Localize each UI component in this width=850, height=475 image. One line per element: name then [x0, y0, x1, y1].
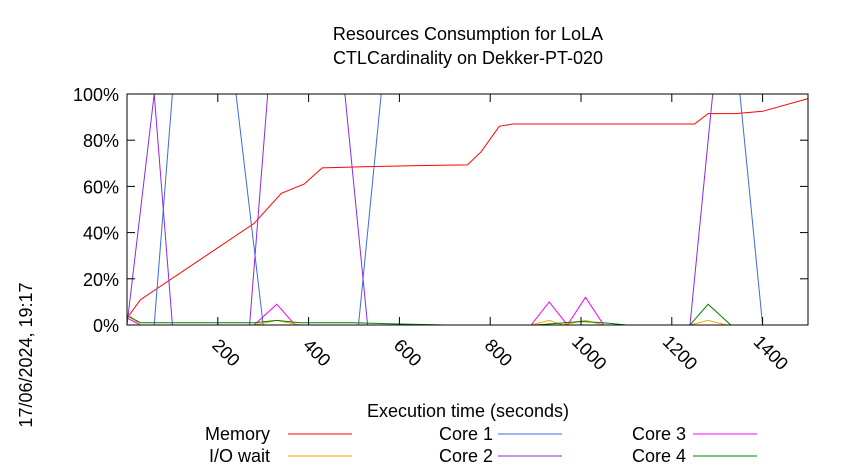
chart-title: Resources Consumption for LoLA CTLCardin… — [333, 24, 603, 68]
legend-label-core-1: Core 1 — [439, 424, 493, 444]
y-tick-label: 60% — [83, 177, 119, 197]
y-tick-label: 80% — [83, 131, 119, 151]
x-tick-label: 1200 — [659, 332, 701, 374]
timestamp-label: 17/06/2024, 19:17 — [16, 282, 36, 427]
series-layer — [126, 93, 809, 326]
legend-label-core-3: Core 3 — [632, 424, 686, 444]
y-tick-label: 0% — [93, 316, 119, 336]
chart-title-line-1: Resources Consumption for LoLA — [333, 24, 603, 44]
x-tick-label: 1000 — [568, 332, 610, 374]
y-tick-label: 100% — [73, 85, 119, 105]
series-line-core-1 — [127, 93, 764, 326]
series-line-core-2 — [126, 93, 808, 326]
legend-label-i-o-wait: I/O wait — [209, 446, 270, 466]
y-tick-label: 20% — [83, 270, 119, 290]
legend-label-memory: Memory — [205, 424, 270, 444]
axes: 0% 20% 40% 60% 80% 100% 200 400 600 800 1000 1200 14… — [73, 85, 809, 374]
series-line-memory — [126, 98, 809, 319]
x-tick-label: 200 — [208, 335, 243, 370]
x-tick-label: 1400 — [750, 332, 792, 374]
x-tick-label: 800 — [481, 335, 516, 370]
y-tick-label: 40% — [83, 224, 119, 244]
series-line-i-o-wait — [126, 313, 727, 326]
chart-title-line-2: CTLCardinality on Dekker-PT-020 — [333, 48, 603, 68]
x-axis-label: Execution time (seconds) — [367, 401, 569, 421]
plot-frame — [126, 93, 809, 326]
x-tick-label: 400 — [299, 335, 334, 370]
legend-label-core-4: Core 4 — [632, 446, 686, 466]
x-tick-label: 600 — [390, 335, 425, 370]
legend-label-core-2: Core 2 — [439, 446, 493, 466]
